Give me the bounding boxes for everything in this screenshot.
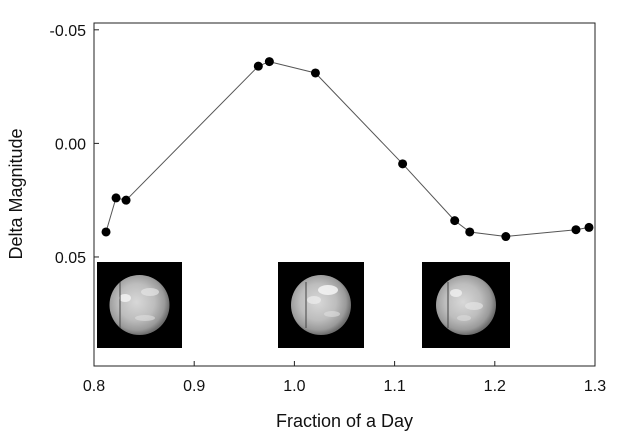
data-markers xyxy=(101,57,594,242)
data-point xyxy=(101,227,111,237)
x-tick-label: 1.1 xyxy=(383,378,405,395)
data-point xyxy=(253,61,263,71)
data-point xyxy=(571,225,581,235)
planet-image-2 xyxy=(278,262,364,348)
x-tick-label: 1.0 xyxy=(283,378,305,395)
planet-image-3 xyxy=(422,262,510,348)
x-tick-label: 0.9 xyxy=(183,378,205,395)
y-axis-label: Delta Magnitude xyxy=(6,128,26,259)
y-tick-label: 0.00 xyxy=(55,136,86,153)
data-point xyxy=(310,68,320,78)
data-point xyxy=(584,222,594,232)
y-axis-ticks: -0.05 0.00 0.05 xyxy=(50,23,99,267)
y-tick-label: 0.05 xyxy=(55,250,86,267)
planet-image-1 xyxy=(97,262,182,348)
data-point xyxy=(450,216,460,226)
series-line xyxy=(105,61,590,238)
data-point xyxy=(398,159,408,169)
x-axis-label: Fraction of a Day xyxy=(276,411,413,431)
x-axis-ticks: 0.8 0.9 1.0 1.1 1.2 1.3 xyxy=(83,361,606,395)
inset-images xyxy=(97,262,510,348)
y-tick-label: -0.05 xyxy=(50,23,87,40)
planet-disk-icon xyxy=(109,275,170,335)
data-point xyxy=(264,57,274,67)
data-point xyxy=(501,232,511,242)
x-tick-label: 1.2 xyxy=(484,378,506,395)
data-point xyxy=(121,195,131,205)
plot-frame xyxy=(93,22,596,367)
planet-disk-icon xyxy=(291,275,351,335)
data-point xyxy=(465,227,475,237)
x-tick-label: 1.3 xyxy=(584,378,606,395)
data-point xyxy=(111,193,121,203)
x-tick-label: 0.8 xyxy=(83,378,105,395)
